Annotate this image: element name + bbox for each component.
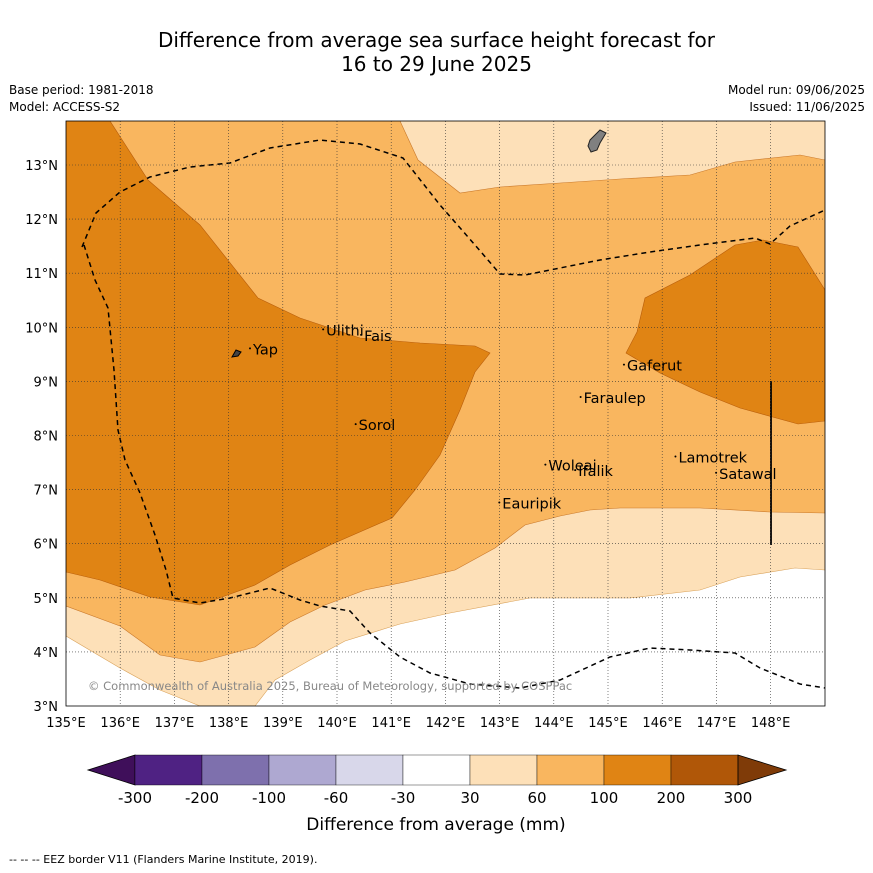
meta-left: Base period: 1981-2018 Model: ACCESS-S2 bbox=[9, 82, 154, 116]
chart-title: Difference from average sea surface heig… bbox=[0, 28, 873, 76]
atoll-marker bbox=[579, 396, 582, 399]
lon-tick-label: 139°E bbox=[263, 716, 303, 731]
lon-tick-label: 137°E bbox=[155, 716, 195, 731]
model-run: Model run: 09/06/2025 bbox=[727, 83, 865, 97]
atoll-marker bbox=[674, 455, 677, 458]
place-label: Ifalik bbox=[578, 464, 613, 480]
colorbar-extend-low bbox=[86, 754, 136, 786]
colorbar-tick-label: 200 bbox=[657, 789, 686, 807]
colorbar-tick-label: -30 bbox=[391, 789, 416, 807]
title-line-1: Difference from average sea surface heig… bbox=[157, 28, 716, 52]
place-label: Gaferut bbox=[627, 359, 682, 375]
place-label: Sorol bbox=[359, 418, 396, 434]
lon-tick-label: 147°E bbox=[697, 716, 737, 731]
colorbar-tick-label: 100 bbox=[590, 789, 619, 807]
eez-border bbox=[81, 139, 825, 689]
colorbar-tick-label: 30 bbox=[460, 789, 479, 807]
atoll-marker bbox=[622, 363, 625, 366]
plot-frame bbox=[65, 120, 826, 707]
title-line-2: 16 to 29 June 2025 bbox=[341, 52, 532, 76]
atoll-marker bbox=[544, 463, 547, 466]
atoll-marker bbox=[498, 501, 501, 504]
model-name: Model: ACCESS-S2 bbox=[9, 100, 121, 114]
place-label: Lamotrek bbox=[678, 451, 747, 467]
colorbar-tick-label: 60 bbox=[527, 789, 546, 807]
colorbar-segment bbox=[670, 754, 739, 786]
lat-tick-label: 11°N bbox=[25, 267, 58, 282]
issued-date: Issued: 11/06/2025 bbox=[749, 100, 865, 114]
lat-tick-label: 4°N bbox=[34, 646, 59, 661]
contour-layer: © Commonwealth of Australia 2025, Bureau… bbox=[66, 121, 825, 706]
place-labels: Yap Ulithi Fais Sorol Gaferut Faraulep WoleaiI… bbox=[248, 323, 777, 513]
atoll-marker bbox=[248, 347, 251, 350]
lat-tick-label: 5°N bbox=[34, 592, 59, 607]
guam-island bbox=[587, 129, 607, 153]
lon-tick-label: 148°E bbox=[751, 716, 791, 731]
colorbar-segment bbox=[402, 754, 471, 786]
lon-tick-label: 144°E bbox=[534, 716, 574, 731]
lat-tick-label: 10°N bbox=[25, 321, 58, 336]
colorbar-extend-high bbox=[737, 754, 788, 786]
atoll-marker bbox=[360, 333, 363, 336]
lon-tick-label: 142°E bbox=[426, 716, 466, 731]
atoll-marker bbox=[715, 471, 718, 474]
colorbar-tick-label: 300 bbox=[724, 789, 753, 807]
colorbar-segment bbox=[134, 754, 203, 786]
contour-100-200-west bbox=[66, 121, 491, 606]
contour-100-200-east bbox=[625, 239, 825, 425]
lat-tick-label: 9°N bbox=[34, 375, 59, 390]
place-label: Yap bbox=[252, 342, 278, 358]
colorbar-tick-label: -300 bbox=[118, 789, 152, 807]
eez-footnote: -- -- -- EEZ border V11 (Flanders Marine… bbox=[9, 853, 318, 866]
colorbar-segment bbox=[603, 754, 672, 786]
lat-tick-label: 13°N bbox=[25, 159, 58, 174]
atoll-marker bbox=[574, 469, 577, 472]
copyright-notice: © Commonwealth of Australia 2025, Bureau… bbox=[88, 679, 572, 693]
axis-labels: 3°N 4°N 5°N 6°N 7°N 8°N 9°N 10°N 11°N 12°N 13°N 135… bbox=[25, 159, 790, 731]
colorbar-segment bbox=[201, 754, 270, 786]
place-label: Satawal bbox=[719, 467, 776, 483]
meta-right: Model run: 09/06/2025 Issued: 11/06/2025 bbox=[728, 82, 865, 116]
lat-tick-label: 12°N bbox=[25, 213, 58, 228]
lat-tick-label: 7°N bbox=[34, 484, 59, 499]
lat-tick-label: 6°N bbox=[34, 538, 59, 553]
place-label: Fais bbox=[364, 329, 391, 345]
lon-tick-label: 136°E bbox=[100, 716, 140, 731]
lon-tick-label: 146°E bbox=[642, 716, 682, 731]
lat-tick-label: 8°N bbox=[34, 430, 59, 445]
place-label: Woleai bbox=[548, 459, 596, 475]
colorbar-segment bbox=[335, 754, 404, 786]
lon-tick-label: 145°E bbox=[588, 716, 628, 731]
lat-tick-label: 3°N bbox=[34, 700, 59, 715]
lon-tick-label: 135°E bbox=[46, 716, 86, 731]
colorbar-tick-label: -200 bbox=[185, 789, 219, 807]
colorbar-tick-label: -60 bbox=[324, 789, 349, 807]
lon-tick-label: 140°E bbox=[317, 716, 357, 731]
colorbar-segment bbox=[469, 754, 538, 786]
colorbar-segment bbox=[536, 754, 605, 786]
colorbar-tick-label: -100 bbox=[252, 789, 286, 807]
colorbar: -300 -200 -100 -60 -30 30 60 100 200 300 bbox=[86, 754, 788, 807]
place-label: Ulithi bbox=[326, 323, 364, 339]
place-label: Faraulep bbox=[584, 391, 646, 407]
lon-tick-label: 143°E bbox=[480, 716, 520, 731]
colorbar-segment bbox=[268, 754, 337, 786]
colorbar-label: Difference from average (mm) bbox=[306, 815, 565, 835]
base-period: Base period: 1981-2018 bbox=[9, 83, 154, 97]
yap-island bbox=[231, 349, 242, 358]
atoll-marker bbox=[322, 328, 325, 331]
lon-tick-label: 138°E bbox=[209, 716, 249, 731]
lon-tick-label: 141°E bbox=[371, 716, 411, 731]
gridlines bbox=[66, 121, 825, 706]
place-label: Eauripik bbox=[502, 497, 561, 513]
atoll-marker bbox=[354, 423, 357, 426]
